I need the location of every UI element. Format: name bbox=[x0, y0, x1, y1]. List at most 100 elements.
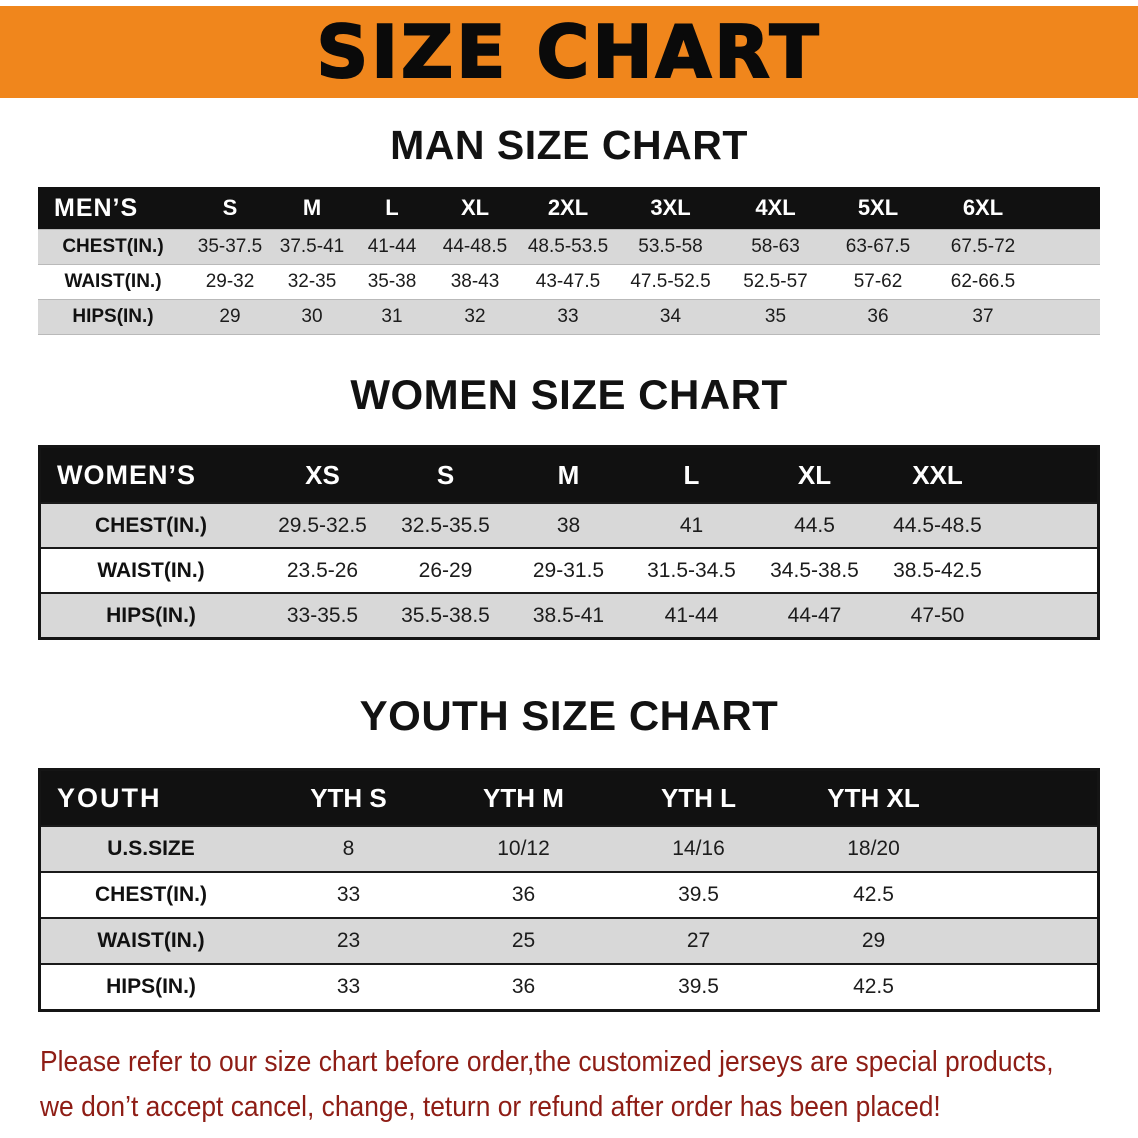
row-label-cell: CHEST(IN.) bbox=[95, 513, 207, 537]
size-column-header: YTH XL bbox=[827, 782, 920, 813]
measurement-value-cell: 48.5-53.5 bbox=[527, 236, 609, 257]
youth-section: YOUTH SIZE CHART YOUTH YTH S YTH M YTH L YTH… bbox=[0, 692, 1138, 1012]
measurement-value-cell: 25 bbox=[511, 929, 536, 952]
size-column-header: S bbox=[222, 195, 238, 220]
measurement-value-cell: 33 bbox=[336, 975, 361, 998]
measurement-value-cell: 32.5-35.5 bbox=[401, 513, 490, 537]
measurement-value-cell: 43-47.5 bbox=[535, 271, 601, 292]
measurement-value-cell: 44.5 bbox=[794, 513, 835, 537]
size-column-header: 5XL bbox=[857, 195, 899, 220]
size-column-header: L bbox=[683, 459, 700, 490]
men-section: MAN SIZE CHART MEN’S S M L XL 2XL 3XL 4XL 5XL 6XL… bbox=[0, 122, 1138, 335]
measurement-row: CHEST(IN.) 35-37.5 37.5-41 41-44 44-48.5 48.5… bbox=[38, 229, 1100, 264]
measurement-row: WAIST(IN.) 29-32 32-35 35-38 38-43 43-47.5 47.… bbox=[38, 264, 1100, 299]
measurement-value-cell: 44-48.5 bbox=[442, 236, 508, 257]
table-header-row: MEN’S S M L XL 2XL 3XL 4XL 5XL 6XL bbox=[38, 187, 1100, 229]
measurement-value-cell: 37 bbox=[972, 306, 994, 327]
measurement-row: U.S.SIZE 8 10/12 14/16 18/20 bbox=[41, 825, 1097, 871]
row-label-cell: HIPS(IN.) bbox=[72, 306, 154, 327]
measurement-value-cell: 26-29 bbox=[418, 558, 473, 582]
size-column-header: YTH S bbox=[310, 782, 387, 813]
measurement-value-cell: 52.5-57 bbox=[743, 271, 808, 292]
size-chart-page: SIZE CHART MAN SIZE CHART MEN’S S M L XL 2XL 3… bbox=[0, 6, 1138, 1138]
row-label-cell: WAIST(IN.) bbox=[97, 558, 205, 582]
measurement-value-cell: 29.5-32.5 bbox=[278, 513, 367, 537]
measurement-value-cell: 34.5-38.5 bbox=[770, 558, 859, 582]
measurement-value-cell: 44.5-48.5 bbox=[893, 513, 982, 537]
footer-note: Please refer to our size chart before or… bbox=[40, 1040, 1138, 1130]
size-column-header: XL bbox=[797, 459, 832, 490]
measurement-row: CHEST(IN.) 33 36 39.5 42.5 bbox=[41, 871, 1097, 917]
measurement-value-cell: 35-38 bbox=[367, 271, 417, 292]
footer-line-2: we don’t accept cancel, change, teturn o… bbox=[40, 1090, 941, 1123]
row-label-cell: CHEST(IN.) bbox=[62, 236, 164, 257]
measurement-row: HIPS(IN.) 33-35.5 35.5-38.5 38.5-41 41-44 44-… bbox=[41, 592, 1097, 637]
measurement-value-cell: 47-50 bbox=[910, 603, 965, 627]
measurement-value-cell: 38.5-42.5 bbox=[893, 558, 982, 582]
row-label-cell: HIPS(IN.) bbox=[106, 603, 196, 627]
page-title: SIZE CHART bbox=[315, 10, 822, 94]
measurement-value-cell: 34 bbox=[659, 306, 682, 327]
measurement-value-cell: 39.5 bbox=[678, 975, 719, 998]
measurement-value-cell: 33-35.5 bbox=[286, 603, 359, 627]
measurement-value-cell: 58-63 bbox=[751, 236, 800, 257]
row-label-cell: U.S.SIZE bbox=[107, 837, 195, 860]
size-column-header: M bbox=[557, 459, 580, 490]
measurement-value-cell: 47.5-52.5 bbox=[630, 271, 711, 292]
measurement-value-cell: 35-37.5 bbox=[197, 236, 263, 257]
size-column-header: YTH M bbox=[483, 782, 564, 813]
measurement-value-cell: 31 bbox=[381, 306, 403, 327]
size-column-header: XS bbox=[305, 459, 340, 490]
measurement-value-cell: 38-43 bbox=[450, 271, 500, 292]
measurement-value-cell: 14/16 bbox=[672, 837, 725, 860]
measurement-value-cell: 32 bbox=[464, 306, 486, 327]
measurement-value-cell: 35.5-38.5 bbox=[401, 603, 490, 627]
table-title-cell: YOUTH bbox=[57, 782, 162, 813]
measurement-value-cell: 23.5-26 bbox=[286, 558, 359, 582]
size-column-header: M bbox=[302, 195, 322, 220]
measurement-value-cell: 33 bbox=[336, 883, 361, 906]
measurement-value-cell: 35 bbox=[764, 306, 787, 327]
size-column-header: XL bbox=[460, 195, 490, 220]
measurement-value-cell: 33 bbox=[557, 306, 579, 327]
women-size-table: WOMEN’S XS S M L XL XXL CHEST(IN.) 29.5-32.5 32.5… bbox=[38, 445, 1100, 640]
table-title-cell: MEN’S bbox=[54, 193, 139, 222]
measurement-value-cell: 44-47 bbox=[787, 603, 842, 627]
row-label-cell: WAIST(IN.) bbox=[64, 271, 162, 292]
size-column-header: 2XL bbox=[547, 195, 589, 220]
measurement-value-cell: 31.5-34.5 bbox=[647, 558, 736, 582]
size-column-header: XXL bbox=[912, 459, 963, 490]
measurement-value-cell: 42.5 bbox=[853, 975, 894, 998]
measurement-value-cell: 30 bbox=[301, 306, 323, 327]
size-column-header: S bbox=[436, 459, 455, 490]
measurement-value-cell: 29-31.5 bbox=[532, 558, 605, 582]
men-size-table: MEN’S S M L XL 2XL 3XL 4XL 5XL 6XL CHEST(IN.) 35-37… bbox=[38, 187, 1100, 335]
table-title-cell: WOMEN’S bbox=[57, 459, 196, 490]
women-section-heading: WOMEN SIZE CHART bbox=[350, 371, 788, 418]
men-section-heading: MAN SIZE CHART bbox=[390, 122, 748, 168]
measurement-value-cell: 10/12 bbox=[497, 837, 550, 860]
measurement-value-cell: 38.5-41 bbox=[532, 603, 605, 627]
measurement-row: WAIST(IN.) 23 25 27 29 bbox=[41, 917, 1097, 963]
measurement-row: HIPS(IN.) 33 36 39.5 42.5 bbox=[41, 963, 1097, 1009]
table-header-row: YOUTH YTH S YTH M YTH L YTH XL bbox=[41, 771, 1097, 825]
measurement-value-cell: 57-62 bbox=[853, 271, 903, 292]
youth-size-table: YOUTH YTH S YTH M YTH L YTH XL U.S.SIZE 8 10/12… bbox=[38, 768, 1100, 1012]
size-column-header: 4XL bbox=[755, 195, 796, 220]
row-label-cell: HIPS(IN.) bbox=[106, 975, 196, 998]
women-section: WOMEN SIZE CHART WOMEN’S XS S M L XL XXL CHEST(… bbox=[0, 371, 1138, 640]
measurement-value-cell: 41-44 bbox=[664, 603, 719, 627]
measurement-value-cell: 62-66.5 bbox=[950, 271, 1016, 292]
size-column-header: L bbox=[385, 195, 399, 220]
measurement-value-cell: 27 bbox=[686, 929, 711, 952]
measurement-value-cell: 41-44 bbox=[367, 236, 417, 257]
table-header-row: WOMEN’S XS S M L XL XXL bbox=[41, 448, 1097, 502]
youth-section-heading: YOUTH SIZE CHART bbox=[359, 692, 779, 739]
measurement-value-cell: 42.5 bbox=[853, 883, 894, 906]
measurement-value-cell: 53.5-58 bbox=[638, 236, 703, 257]
measurement-value-cell: 29-32 bbox=[205, 271, 255, 292]
measurement-value-cell: 8 bbox=[342, 837, 355, 860]
row-label-cell: CHEST(IN.) bbox=[95, 883, 207, 906]
measurement-value-cell: 36 bbox=[511, 975, 536, 998]
measurement-value-cell: 18/20 bbox=[847, 837, 900, 860]
